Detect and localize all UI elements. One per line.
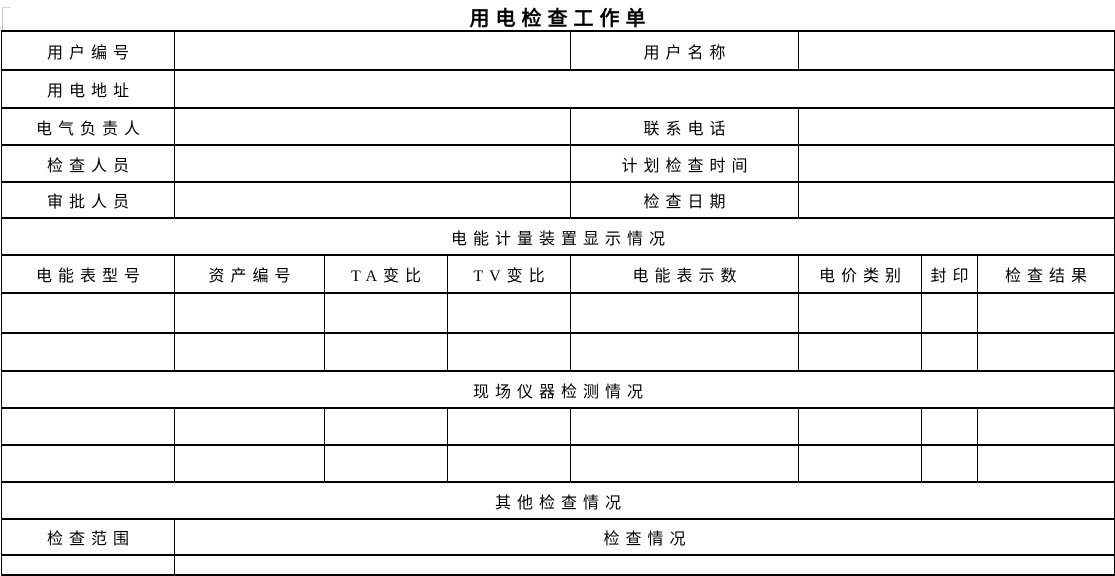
other-section-title: 其他检查情况 — [0, 481, 1115, 520]
inspector-value-cell[interactable] — [173, 144, 572, 183]
column-header-row: 电能表型号 资产编号 TA变比 TV变比 电能表示数 电价类别 封印 检查结果 — [1, 254, 1115, 294]
table-row: 用户编号 用户名称 — [1, 30, 1115, 71]
planned-inspection-time-label: 计划检查时间 — [570, 144, 800, 183]
section-header-row: 电能计量装置显示情况 — [0, 217, 1115, 256]
inspection-scope-value-cell[interactable] — [1, 554, 175, 576]
instrument-data-cell[interactable] — [798, 407, 923, 446]
instrument-data-cell[interactable] — [174, 407, 325, 446]
approver-value-cell[interactable] — [173, 181, 572, 219]
inspection-situation-value-cell[interactable] — [173, 554, 1115, 576]
approver-label: 审批人员 — [1, 181, 175, 219]
col-price-category-header: 电价类别 — [798, 254, 923, 294]
table-row: 审批人员 检查日期 — [1, 181, 1115, 219]
instrument-data-cell[interactable] — [324, 407, 448, 446]
instrument-data-cell[interactable] — [1, 444, 175, 483]
col-tv-ratio-header: TV变比 — [446, 254, 572, 294]
meter-section-title: 电能计量装置显示情况 — [0, 217, 1115, 256]
instrument-data-cell[interactable] — [798, 444, 923, 483]
inspection-date-label: 检查日期 — [570, 181, 800, 219]
meter-data-cell[interactable] — [798, 332, 923, 372]
meter-data-cell[interactable] — [570, 292, 800, 334]
page-title: 用电检查工作单 — [469, 7, 652, 30]
table-row: 用电地址 — [1, 69, 1115, 109]
inspector-label: 检查人员 — [1, 144, 175, 183]
table-row: 检查人员 计划检查时间 — [1, 144, 1115, 183]
contact-phone-label: 联系电话 — [570, 107, 800, 146]
meter-data-cell[interactable] — [798, 292, 923, 334]
instrument-data-cell[interactable] — [921, 407, 979, 446]
meter-data-cell[interactable] — [977, 292, 1115, 334]
meter-data-cell[interactable] — [446, 292, 572, 334]
meter-data-cell[interactable] — [977, 332, 1115, 372]
instrument-data-cell[interactable] — [921, 444, 979, 483]
meter-data-row — [1, 332, 1115, 372]
col-meter-reading-header: 电能表示数 — [570, 254, 800, 294]
meter-data-cell[interactable] — [1, 292, 175, 334]
instrument-data-row — [1, 444, 1115, 483]
meter-data-cell[interactable] — [921, 332, 979, 372]
instrument-data-cell[interactable] — [570, 407, 800, 446]
instrument-data-cell[interactable] — [977, 444, 1115, 483]
meter-data-row — [1, 292, 1115, 334]
meter-data-cell[interactable] — [174, 332, 325, 372]
inspection-scope-label: 检查范围 — [1, 518, 175, 556]
instrument-section-title: 现场仪器检测情况 — [0, 370, 1115, 409]
instrument-data-cell[interactable] — [1, 407, 175, 446]
inspection-situation-label: 检查情况 — [173, 518, 1115, 556]
meter-data-cell[interactable] — [1, 332, 175, 372]
table-row: 检查范围 检查情况 — [1, 518, 1115, 556]
meter-data-cell[interactable] — [174, 292, 325, 334]
table-row — [1, 554, 1115, 576]
user-id-value-cell[interactable] — [173, 30, 572, 71]
instrument-data-cell[interactable] — [977, 407, 1115, 446]
section-header-row: 现场仪器检测情况 — [0, 370, 1115, 409]
document-page: 用电检查工作单 用户编号 用户名称 用电地址 电气负责人 联系电话 — [0, 7, 1115, 576]
planned-inspection-time-value-cell[interactable] — [798, 144, 1115, 183]
instrument-data-cell[interactable] — [324, 444, 448, 483]
page-edge-artifact — [2, 7, 11, 30]
user-name-label: 用户名称 — [570, 30, 800, 71]
user-name-value-cell[interactable] — [798, 30, 1115, 71]
meter-data-cell[interactable] — [324, 332, 448, 372]
instrument-data-row — [1, 407, 1115, 446]
col-asset-number-header: 资产编号 — [174, 254, 325, 294]
inspection-date-value-cell[interactable] — [798, 181, 1115, 219]
meter-data-cell[interactable] — [446, 332, 572, 372]
instrument-data-cell[interactable] — [446, 444, 572, 483]
inspection-form-table: 用户编号 用户名称 用电地址 电气负责人 联系电话 检查人员 计划检查时间 — [0, 30, 1115, 576]
col-ta-ratio-header: TA变比 — [324, 254, 448, 294]
col-inspection-result-header: 检查结果 — [977, 254, 1115, 294]
table-row: 电气负责人 联系电话 — [1, 107, 1115, 146]
address-value-cell[interactable] — [173, 69, 1115, 109]
user-id-label: 用户编号 — [1, 30, 175, 71]
instrument-data-cell[interactable] — [446, 407, 572, 446]
instrument-data-cell[interactable] — [570, 444, 800, 483]
col-seal-header: 封印 — [921, 254, 979, 294]
instrument-data-cell[interactable] — [174, 444, 325, 483]
meter-data-cell[interactable] — [570, 332, 800, 372]
meter-data-cell[interactable] — [324, 292, 448, 334]
electrical-manager-value-cell[interactable] — [173, 107, 572, 146]
section-header-row: 其他检查情况 — [0, 481, 1115, 520]
electrical-manager-label: 电气负责人 — [1, 107, 175, 146]
col-meter-model-header: 电能表型号 — [1, 254, 175, 294]
contact-phone-value-cell[interactable] — [798, 107, 1115, 146]
meter-data-cell[interactable] — [921, 292, 979, 334]
address-label: 用电地址 — [1, 69, 175, 109]
